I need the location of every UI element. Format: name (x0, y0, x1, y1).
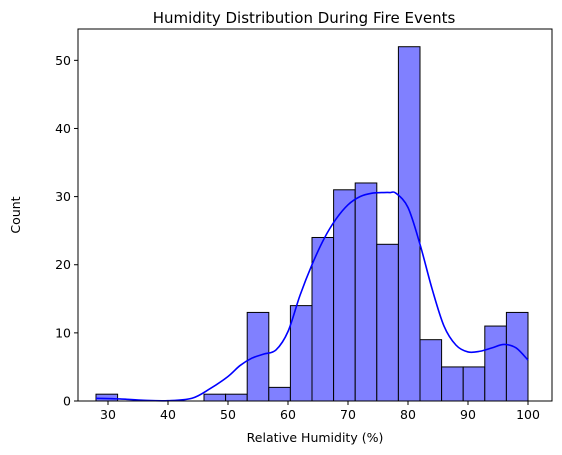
x-tick-label: 70 (340, 407, 356, 422)
x-tick-label: 100 (516, 407, 540, 422)
histogram-bar (268, 386, 291, 402)
y-tick-label: 20 (55, 257, 71, 272)
histogram-bar (441, 366, 464, 402)
histogram-bar (203, 393, 227, 402)
histogram-bar (484, 325, 507, 402)
histogram-bar (419, 339, 443, 402)
plot-area (95, 46, 529, 402)
x-tick-label: 50 (220, 407, 236, 422)
y-tick-label: 10 (55, 325, 71, 340)
y-tick-label: 0 (63, 394, 71, 409)
x-tick-label: 80 (400, 407, 416, 422)
histogram-bar (246, 311, 270, 402)
x-tick-label: 60 (280, 407, 296, 422)
y-tick-label: 40 (55, 121, 71, 136)
histogram-bar (333, 189, 356, 402)
histogram-bar (376, 243, 399, 402)
x-tick-label: 40 (160, 407, 176, 422)
histogram-bar (397, 46, 421, 402)
histogram-bar (225, 393, 248, 402)
chart-title: Humidity Distribution During Fire Events (153, 9, 456, 27)
kde-curve (95, 191, 529, 402)
y-axis-label: Count (8, 196, 23, 233)
plot-frame (77, 28, 553, 402)
x-tick-label: 90 (460, 407, 476, 422)
x-tick-label: 30 (100, 407, 116, 422)
histogram-bar (311, 236, 335, 402)
histogram-bar (289, 305, 313, 402)
y-tick-label: 50 (55, 53, 71, 68)
histogram-bar (354, 182, 378, 402)
histogram-bar (462, 366, 486, 402)
x-axis-label: Relative Humidity (%) (247, 430, 384, 445)
y-tick-label: 30 (55, 189, 71, 204)
